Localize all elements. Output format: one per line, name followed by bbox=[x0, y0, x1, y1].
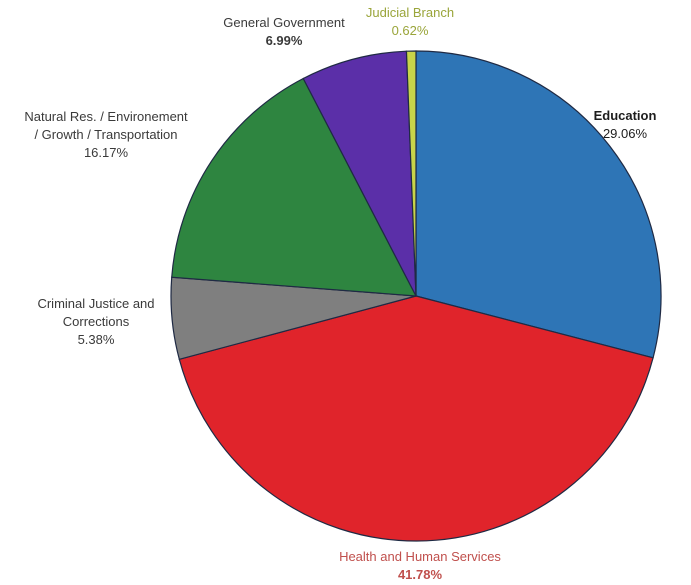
slice-label-judicial-branch: Judicial Branch 0.62% bbox=[340, 4, 480, 40]
label-hhs-pct: 41.78% bbox=[397, 567, 443, 582]
slice-label-health-human-services: Health and Human Services 41.78% bbox=[300, 548, 540, 584]
slice-label-general-government: General Government 6.99% bbox=[204, 14, 364, 50]
label-judicial-name: Judicial Branch bbox=[365, 5, 455, 20]
label-general-pct: 6.99% bbox=[265, 33, 303, 48]
label-education-name: Education bbox=[593, 108, 657, 123]
pie-slice-judicial-branch bbox=[405, 50, 417, 297]
label-natural-pct: 16.17% bbox=[83, 145, 129, 160]
label-general-name: General Government bbox=[223, 15, 345, 30]
label-natural-line1: Natural Res. / Environement bbox=[24, 109, 188, 124]
slice-label-natural-resources: Natural Res. / Environement / Growth / T… bbox=[6, 108, 206, 162]
label-natural-line2: / Growth / Transportation bbox=[34, 127, 178, 142]
slice-label-criminal-justice: Criminal Justice and Corrections 5.38% bbox=[6, 295, 186, 349]
pie-slice-natural-resources bbox=[171, 77, 418, 297]
pie-slice-education bbox=[415, 50, 662, 359]
pie-slice-general-government bbox=[302, 50, 417, 297]
label-judicial-pct: 0.62% bbox=[391, 23, 429, 38]
label-hhs-name: Health and Human Services bbox=[339, 549, 501, 564]
pie-slice-health-human-services bbox=[178, 295, 654, 542]
label-criminal-line1: Criminal Justice and bbox=[37, 296, 155, 311]
label-education-pct: 29.06% bbox=[602, 126, 648, 141]
label-criminal-pct: 5.38% bbox=[77, 332, 115, 347]
slice-label-education: Education 29.06% bbox=[560, 107, 690, 143]
label-criminal-line2: Corrections bbox=[62, 314, 130, 329]
